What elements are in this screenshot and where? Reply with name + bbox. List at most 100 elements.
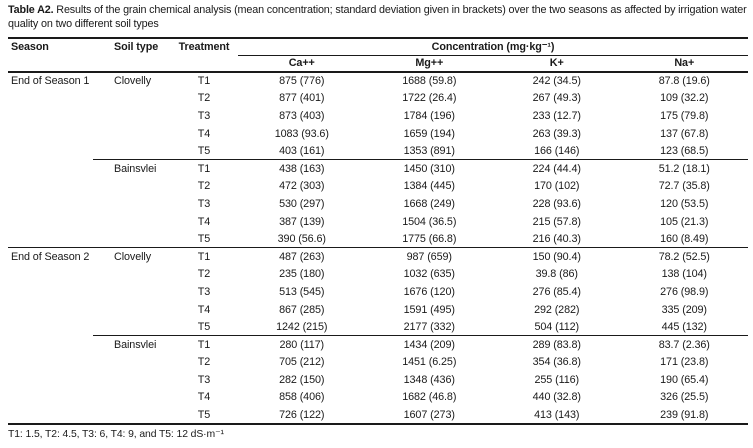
mg-value-cell: 1688 (59.8) — [402, 75, 457, 88]
treatment-cell: T5 — [197, 408, 211, 421]
na-value-cell: 160 (8.49) — [660, 232, 709, 245]
season-cell — [8, 389, 93, 407]
k-value-cell: 150 (90.4) — [493, 247, 621, 266]
table-row: T2 877 (401) 1722 (26.4) 267 (49.3) 109 (32.… — [8, 90, 748, 108]
na-value-cell: 190 (65.4) — [660, 373, 709, 386]
mg-value-cell: 1682 (46.8) — [402, 391, 457, 404]
col-header-k: K+ — [493, 55, 621, 73]
season-cell — [8, 178, 93, 196]
ca-value-cell: 472 (303) — [279, 180, 325, 193]
na-value-cell: 175 (79.8) — [660, 109, 709, 122]
soil-type-cell — [93, 406, 170, 424]
soil-type-cell: Bainsvlei — [93, 335, 170, 354]
treatment-cell: T5 — [197, 232, 211, 245]
k-value-cell: 224 (44.4) — [493, 159, 621, 178]
mg-value-cell: 1668 (249) — [403, 197, 455, 210]
header-row-main: Season Soil type Treatment Concentration… — [8, 38, 749, 73]
treatment-cell: T4 — [197, 127, 211, 140]
season-cell: End of Season 2 — [8, 247, 93, 266]
ca-value-cell: 387 (139) — [279, 215, 325, 228]
ca-value-cell: 1242 (215) — [276, 320, 328, 333]
soil-type-cell — [93, 354, 170, 372]
ca-value-cell: 235 (180) — [279, 268, 325, 281]
treatment-cell: T2 — [197, 92, 211, 105]
season-cell — [8, 125, 93, 143]
k-value-cell: 263 (39.3) — [532, 127, 581, 140]
season-cell — [8, 266, 93, 284]
table-row: End of Season 2 Clovelly T1 487 (263) 987 (6… — [8, 247, 749, 266]
k-value-cell: 413 (143) — [534, 408, 580, 421]
table-row: T2 472 (303) 1384 (445) 170 (102) 72.7 (35.8… — [8, 178, 748, 196]
treatment-cell: T1 — [197, 75, 211, 88]
mg-value-cell: 1784 (196) — [403, 109, 455, 122]
col-header-season: Season — [8, 38, 93, 73]
soil-type-cell — [93, 213, 170, 231]
table-body: End of Season 1 Clovelly T1 875 (776) 1688 (… — [8, 72, 749, 424]
k-value-cell: 504 (112) — [534, 320, 580, 333]
mg-value-cell: 1348 (436) — [403, 373, 455, 386]
table-caption: Table A2. Results of the grain chemical … — [8, 4, 748, 31]
soil-type-cell: Bainsvlei — [93, 159, 170, 178]
mg-value-cell: 1032 (635) — [403, 268, 455, 281]
mg-value-cell: 1659 (194) — [403, 127, 455, 140]
mg-value-cell: 1775 (66.8) — [402, 232, 457, 245]
na-value-cell: 51.2 (18.1) — [620, 159, 749, 178]
soil-type-cell — [93, 283, 170, 301]
treatment-cell: T3 — [197, 197, 211, 210]
ca-value-cell: 438 (163) — [238, 159, 366, 178]
soil-type-cell — [93, 125, 170, 143]
mg-value-cell: 1504 (36.5) — [402, 215, 457, 228]
table-footnote: T1: 1.5, T2: 4.5, T3: 6, T4: 9, and T5: … — [8, 428, 224, 440]
table-row: T2 705 (212) 1451 (6.25) 354 (36.8) 171 (23.… — [8, 354, 748, 372]
na-value-cell: 78.2 (52.5) — [620, 247, 749, 266]
na-value-cell: 83.7 (2.36) — [620, 335, 749, 354]
treatment-cell: T3 — [197, 285, 211, 298]
table-row: Bainsvlei T1 438 (163) 1450 (310) 224 (44.4)… — [8, 159, 749, 178]
soil-type-cell — [93, 142, 170, 160]
season-cell — [8, 213, 93, 231]
soil-type-cell — [93, 230, 170, 248]
season-cell — [8, 142, 93, 160]
season-cell — [8, 354, 93, 372]
k-value-cell: 215 (57.8) — [532, 215, 581, 228]
na-value-cell: 335 (209) — [661, 303, 707, 316]
ca-value-cell: 530 (297) — [279, 197, 325, 210]
ca-value-cell: 403 (161) — [279, 144, 325, 157]
mg-value-cell: 1591 (495) — [403, 303, 455, 316]
treatment-cell: T5 — [197, 320, 211, 333]
col-header-na: Na+ — [620, 55, 749, 73]
treatment-cell: T3 — [197, 109, 211, 122]
table-row: T4 387 (139) 1504 (36.5) 215 (57.8) 105 (21.… — [8, 213, 748, 231]
season-cell — [8, 230, 93, 248]
mg-value-cell: 1450 (310) — [365, 159, 493, 178]
soil-type-cell: Clovelly — [93, 247, 170, 266]
treatment-cell: T4 — [197, 215, 211, 228]
soil-type-cell — [93, 107, 170, 125]
k-value-cell: 255 (116) — [534, 373, 580, 386]
ca-value-cell: 390 (56.6) — [277, 232, 326, 245]
table-row: End of Season 1 Clovelly T1 875 (776) 1688 (… — [8, 72, 748, 90]
na-value-cell: 137 (67.8) — [660, 127, 709, 140]
ca-value-cell: 867 (285) — [279, 303, 325, 316]
season-cell — [8, 406, 93, 424]
treatment-cell: T4 — [197, 391, 211, 404]
k-value-cell: 292 (282) — [534, 303, 580, 316]
k-value-cell: 440 (32.8) — [532, 391, 581, 404]
mg-value-cell: 1384 (445) — [403, 180, 455, 193]
k-value-cell: 242 (34.5) — [532, 75, 581, 88]
mg-value-cell: 1434 (209) — [365, 335, 493, 354]
ca-value-cell: 875 (776) — [279, 75, 325, 88]
season-cell — [8, 283, 93, 301]
treatment-cell: T2 — [197, 356, 211, 369]
season-cell: End of Season 1 — [11, 75, 90, 88]
treatment-cell: T4 — [197, 303, 211, 316]
treatment-cell: T2 — [197, 180, 211, 193]
table-row: T4 867 (285) 1591 (495) 292 (282) 335 (209) — [8, 301, 748, 319]
na-value-cell: 123 (68.5) — [660, 144, 709, 157]
soil-type-cell: Clovelly — [114, 75, 151, 88]
table-row: Bainsvlei T1 280 (117) 1434 (209) 289 (83.8)… — [8, 335, 749, 354]
k-value-cell: 276 (85.4) — [532, 285, 581, 298]
col-header-ca: Ca++ — [238, 55, 366, 73]
season-cell — [8, 90, 93, 108]
